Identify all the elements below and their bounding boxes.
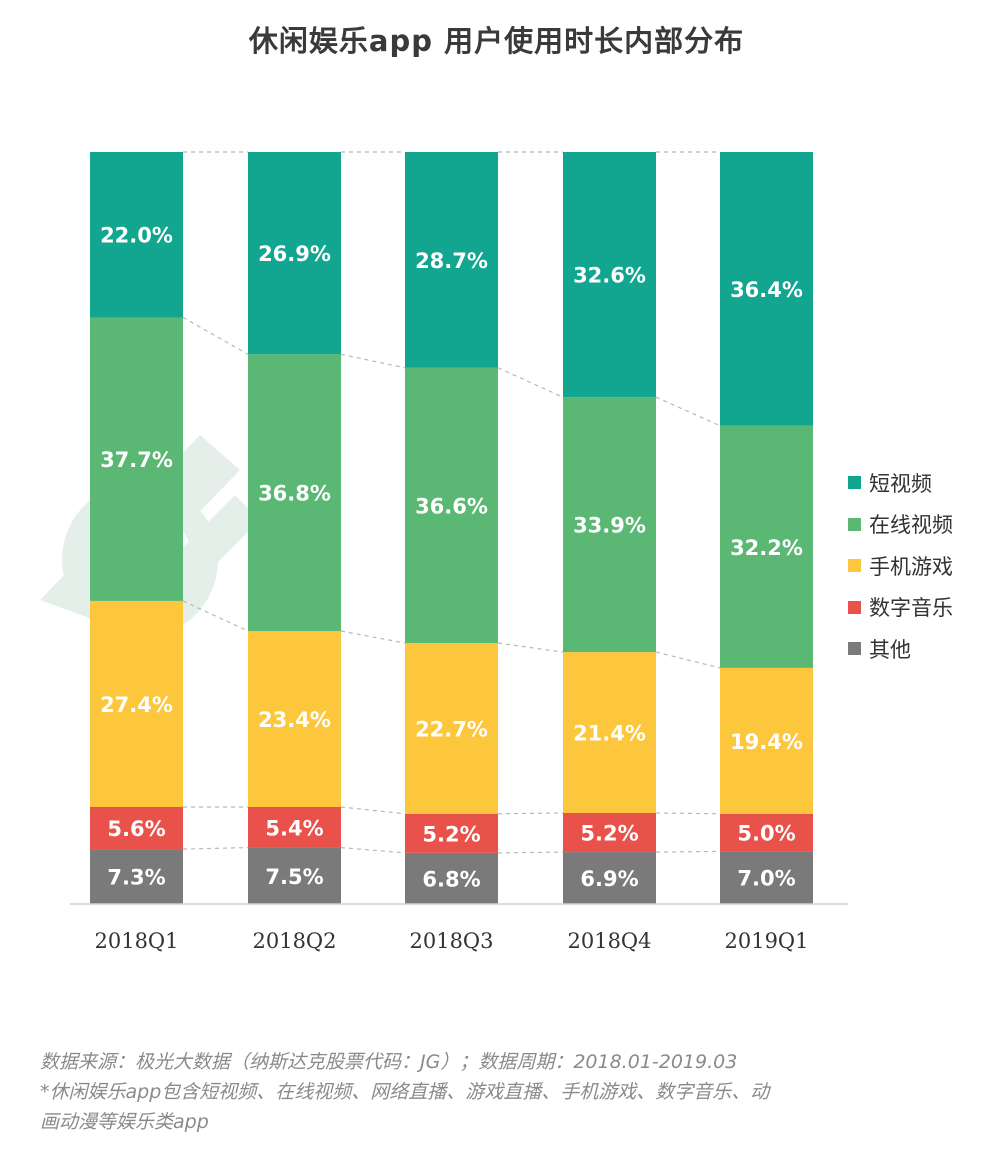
- connector-line: [497, 851, 564, 854]
- bar-segment-2018Q3-其他: [405, 852, 498, 904]
- legend-item-短视频: 短视频: [848, 462, 953, 504]
- connector-line: [340, 353, 406, 369]
- data-label-2018Q4-其他: 6.9%: [580, 867, 638, 891]
- bar-segment-2019Q1-在线视频: [720, 425, 813, 668]
- bar-segment-2018Q1-其他: [90, 849, 183, 904]
- data-label-2018Q2-手机游戏: 23.4%: [258, 708, 331, 732]
- data-label-2018Q4-手机游戏: 21.4%: [573, 722, 646, 746]
- data-label-2018Q4-短视频: 32.6%: [573, 264, 646, 288]
- legend-item-其他: 其他: [848, 628, 953, 670]
- data-label-2018Q2-短视频: 26.9%: [258, 242, 331, 266]
- data-label-2019Q1-在线视频: 32.2%: [730, 536, 803, 560]
- legend-item-手机游戏: 手机游戏: [848, 545, 953, 587]
- data-label-2019Q1-手机游戏: 19.4%: [730, 730, 803, 754]
- footnote-source: 数据来源：极光大数据（纳斯达克股票代码：JG）；数据周期：2018.01-201…: [40, 1051, 738, 1073]
- connector-line: [182, 316, 249, 355]
- dashed-connectors: [182, 151, 721, 854]
- footnote: 数据来源：极光大数据（纳斯达克股票代码：JG）；数据周期：2018.01-201…: [40, 1047, 960, 1137]
- bar-segment-2018Q3-短视频: [405, 152, 498, 368]
- connector-line: [497, 367, 564, 398]
- legend-label: 数字音乐: [869, 596, 953, 621]
- bar-segment-2019Q1-数字音乐: [720, 813, 813, 852]
- x-tick-2019Q1: 2019Q1: [724, 929, 808, 953]
- connector-line: [497, 642, 564, 653]
- chart-title: 休闲娱乐app 用户使用时长内部分布: [248, 24, 745, 58]
- x-tick-2018Q1: 2018Q1: [94, 929, 178, 953]
- legend-item-在线视频: 在线视频: [848, 504, 953, 546]
- legend-label: 在线视频: [869, 513, 953, 538]
- data-label-2018Q2-其他: 7.5%: [265, 865, 323, 889]
- footnote-note: *休闲娱乐app包含短视频、在线视频、网络直播、游戏直播、手机游戏、数字音乐、动: [40, 1081, 770, 1103]
- data-label-2018Q3-其他: 6.8%: [422, 867, 480, 891]
- bar-segment-2018Q4-其他: [563, 852, 656, 904]
- bar-segment-2018Q4-手机游戏: [563, 652, 656, 814]
- bar-segment-2019Q1-手机游戏: [720, 667, 813, 814]
- legend-swatch: [848, 559, 861, 573]
- connector-line: [182, 847, 249, 850]
- bar-segment-2018Q4-在线视频: [563, 397, 656, 653]
- legend: 短视频在线视频手机游戏数字音乐其他: [848, 462, 953, 670]
- bars-group: 7.3% 5.6% 27.4% 37.7% 22.0% 7.5% 5.4% 23.4% 36.8…: [90, 152, 813, 904]
- legend-label: 其他: [869, 637, 911, 662]
- data-label-2018Q1-在线视频: 37.7%: [100, 448, 173, 472]
- data-label-2019Q1-短视频: 36.4%: [730, 278, 803, 302]
- legend-swatch: [848, 642, 861, 656]
- x-tick-2018Q4: 2018Q4: [567, 929, 651, 953]
- bar-segment-2018Q4-短视频: [563, 152, 656, 398]
- connector-line: [340, 847, 406, 854]
- connector-line: [655, 651, 721, 669]
- connector-line: [655, 396, 721, 427]
- legend-label: 手机游戏: [869, 554, 953, 579]
- bar-segment-2019Q1-其他: [720, 851, 813, 904]
- data-label-2018Q2-在线视频: 36.8%: [258, 482, 331, 506]
- data-label-2018Q1-短视频: 22.0%: [100, 224, 173, 248]
- x-tick-labels: 2018Q1 2018Q2 2018Q3 2018Q4 2019Q1: [94, 929, 808, 953]
- data-label-2018Q4-在线视频: 33.9%: [573, 514, 646, 538]
- legend-swatch: [848, 476, 861, 490]
- data-label-2018Q1-手机游戏: 27.4%: [100, 693, 173, 717]
- footnote-note-cont: 画动漫等娱乐类app: [40, 1111, 209, 1133]
- bar-segment-2018Q2-手机游戏: [248, 631, 341, 807]
- legend-item-数字音乐: 数字音乐: [848, 587, 953, 629]
- data-label-2019Q1-其他: 7.0%: [737, 867, 795, 891]
- bar-segment-2018Q1-数字音乐: [90, 806, 183, 850]
- data-label-2018Q3-短视频: 28.7%: [415, 249, 488, 273]
- bar-segment-2018Q1-短视频: [90, 152, 183, 318]
- data-label-2018Q3-数字音乐: 5.2%: [422, 822, 480, 846]
- connector-line: [340, 630, 406, 644]
- connector-line: [497, 812, 564, 815]
- data-label-2018Q1-其他: 7.3%: [107, 866, 165, 890]
- data-label-2018Q1-数字音乐: 5.6%: [107, 817, 165, 841]
- bar-segment-2018Q3-数字音乐: [405, 813, 498, 853]
- connector-line: [655, 812, 721, 815]
- bar-segment-2018Q4-数字音乐: [563, 813, 656, 853]
- connector-line: [340, 806, 406, 815]
- bar-segment-2019Q1-短视频: [720, 152, 813, 426]
- bar-segment-2018Q2-其他: [248, 847, 341, 904]
- legend-swatch: [848, 600, 861, 614]
- connector-line: [182, 600, 249, 632]
- data-label-2018Q3-手机游戏: 22.7%: [415, 717, 488, 741]
- legend-label: 短视频: [869, 471, 932, 496]
- data-label-2018Q4-数字音乐: 5.2%: [580, 822, 638, 846]
- bar-segment-2018Q3-手机游戏: [405, 643, 498, 814]
- data-label-2019Q1-数字音乐: 5.0%: [737, 822, 795, 846]
- bar-segment-2018Q1-在线视频: [90, 317, 183, 601]
- x-tick-2018Q2: 2018Q2: [252, 929, 336, 953]
- data-label-2018Q2-数字音乐: 5.4%: [265, 816, 323, 840]
- bar-segment-2018Q2-在线视频: [248, 354, 341, 632]
- bar-segment-2018Q2-短视频: [248, 152, 341, 355]
- x-tick-2018Q3: 2018Q3: [409, 929, 493, 953]
- legend-swatch: [848, 517, 861, 531]
- bar-segment-2018Q1-手机游戏: [90, 600, 183, 807]
- connector-line: [655, 850, 721, 853]
- bar-segment-2018Q2-数字音乐: [248, 806, 341, 848]
- bar-segment-2018Q3-在线视频: [405, 367, 498, 644]
- data-label-2018Q3-在线视频: 36.6%: [415, 494, 488, 518]
